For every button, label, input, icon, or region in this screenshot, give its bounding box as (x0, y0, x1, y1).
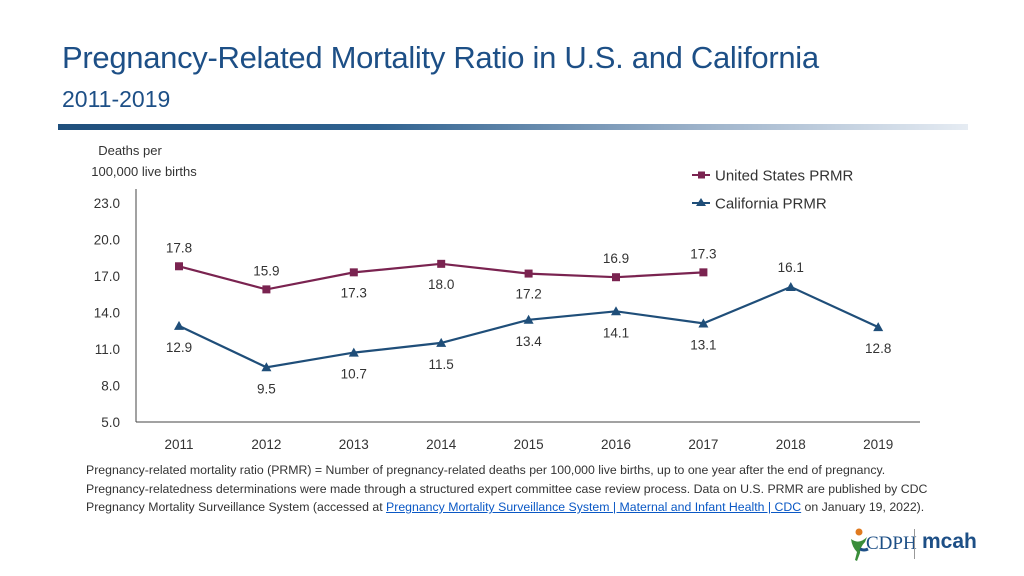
x-tick-label: 2017 (688, 437, 718, 452)
x-tick-label: 2012 (251, 437, 281, 452)
ca-data-label: 13.4 (515, 334, 542, 349)
legend-entry: United States PRMR (715, 168, 854, 185)
ca-data-label: 16.1 (778, 260, 804, 275)
us-data-point (612, 273, 620, 282)
x-tick-label: 2019 (863, 437, 893, 452)
x-tick-label: 2013 (339, 437, 369, 452)
us-data-label: 15.9 (253, 263, 279, 278)
us-data-label: 16.9 (603, 251, 629, 266)
us-data-point (349, 268, 358, 277)
x-tick-label: 2014 (426, 437, 457, 452)
ca-data-point (523, 314, 534, 324)
us-data-label: 17.3 (690, 246, 716, 261)
logos: CDPH mcah (848, 521, 988, 565)
ca-data-point (785, 281, 796, 291)
y-tick-label: 11.0 (95, 342, 120, 357)
logo-separator (914, 529, 915, 559)
ca-data-point (873, 322, 884, 332)
legend-triangle-marker (696, 198, 706, 206)
y-axis-label: 100,000 live births (91, 164, 197, 179)
x-tick-label: 2011 (164, 437, 193, 452)
us-data-point (699, 268, 708, 277)
legend-entry: California PRMR (715, 196, 827, 213)
us-data-label: 17.3 (341, 285, 367, 300)
us-data-label: 17.2 (515, 287, 541, 302)
ca-data-point (261, 362, 272, 372)
ca-data-point (698, 318, 709, 328)
x-tick-label: 2015 (514, 437, 544, 452)
ca-data-label: 9.5 (257, 381, 276, 396)
us-data-label: 18.0 (428, 277, 454, 292)
y-tick-label: 20.0 (94, 233, 120, 248)
title-divider (58, 124, 968, 130)
footnote-text: Pregnancy-related mortality ratio (PRMR)… (86, 463, 928, 514)
ca-data-point (348, 347, 359, 357)
y-tick-label: 14.0 (94, 306, 120, 321)
cdph-logo: CDPH (866, 533, 917, 554)
ca-data-point (436, 337, 447, 347)
cdc-link[interactable]: Pregnancy Mortality Surveillance System … (386, 500, 802, 514)
us-data-label: 17.8 (166, 240, 192, 255)
us-data-point (175, 262, 183, 271)
y-tick-label: 17.0 (94, 269, 120, 284)
y-tick-label: 23.0 (94, 196, 120, 211)
cdph-figure-icon (851, 528, 869, 561)
y-axis-label: Deaths per (98, 143, 162, 158)
ca-data-label: 13.1 (690, 337, 716, 352)
ca-data-point (611, 306, 621, 316)
legend-square-marker (698, 171, 705, 179)
footnote-tail: on January 19, 2022). (801, 500, 925, 514)
ca-data-label: 12.8 (865, 341, 891, 356)
x-tick-label: 2018 (776, 437, 806, 452)
ca-data-label: 12.9 (166, 340, 192, 355)
line-chart: Deaths per 100,000 live births 23.0 20.0 17.… (91, 143, 920, 452)
us-data-point (437, 259, 446, 268)
y-tick-label: 8.0 (101, 379, 120, 394)
us-data-point (262, 285, 271, 294)
mcah-logo: mcah (922, 530, 977, 553)
y-tick-label: 5.0 (101, 415, 120, 430)
x-tick-label: 2016 (601, 437, 631, 452)
page-subtitle: 2011-2019 (62, 86, 171, 112)
us-data-point (524, 269, 533, 278)
ca-data-point (174, 320, 184, 330)
ca-data-label: 14.1 (603, 325, 629, 340)
ca-data-label: 10.7 (341, 367, 367, 382)
page-title: Pregnancy-Related Mortality Ratio in U.S… (62, 40, 819, 75)
ca-data-label: 11.5 (429, 357, 454, 372)
footnote: Pregnancy-related mortality ratio (PRMR)… (86, 461, 946, 517)
